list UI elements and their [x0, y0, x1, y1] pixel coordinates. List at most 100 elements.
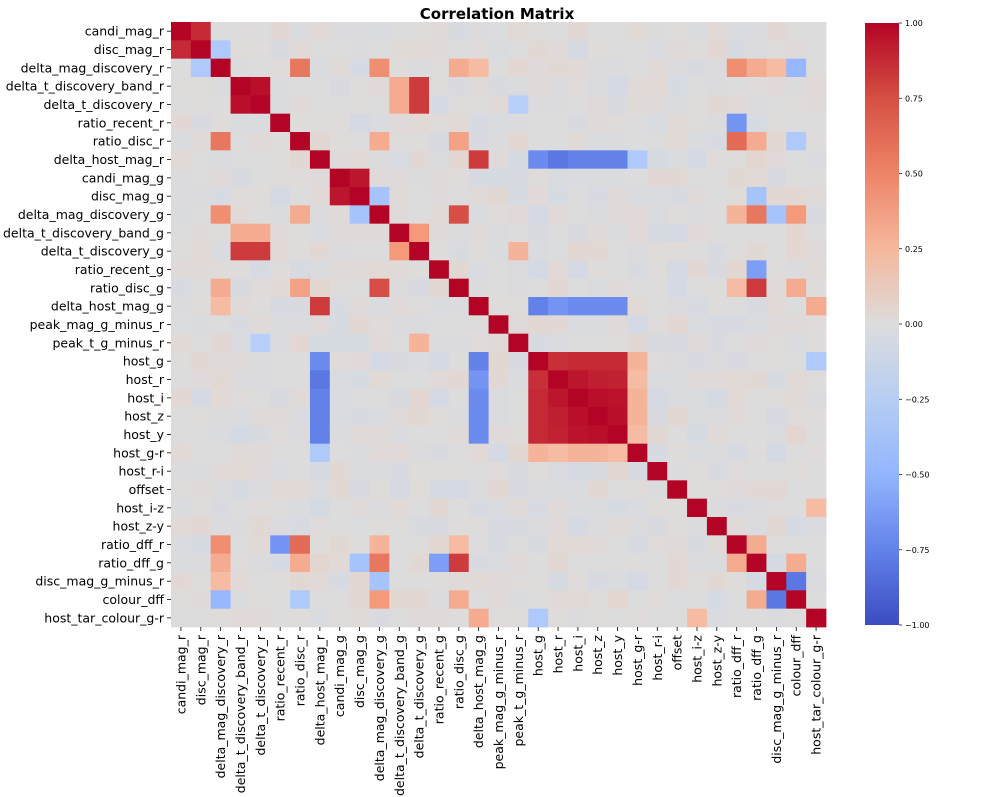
heatmap-cell: [369, 22, 390, 41]
heatmap-cell: [687, 553, 708, 573]
heatmap-cell: [448, 95, 470, 115]
heatmap-cell: [389, 187, 410, 206]
heatmap-cell: [429, 407, 450, 426]
heatmap-cell: [290, 150, 311, 170]
heatmap-cell: [706, 205, 728, 225]
heatmap-cell: [726, 590, 748, 610]
x-tick-label: candi_mag_g: [332, 635, 347, 717]
heatmap-cell: [448, 187, 470, 206]
heatmap-cell: [171, 278, 192, 298]
heatmap-cell: [587, 22, 609, 41]
heatmap-cell: [230, 517, 251, 536]
heatmap-cell: [508, 535, 529, 555]
heatmap-cell: [409, 553, 430, 573]
heatmap-cell: [508, 443, 529, 463]
heatmap-cell: [508, 168, 529, 188]
heatmap-cell: [448, 443, 470, 463]
heatmap-cell: [290, 370, 311, 390]
y-tick-label: colour_dff: [103, 592, 165, 607]
heatmap-cell: [349, 22, 370, 41]
heatmap-cell: [230, 77, 251, 96]
colorbar-tick-label: −0.75: [905, 546, 930, 555]
heatmap-cell: [290, 205, 311, 225]
heatmap-cell: [429, 278, 450, 298]
heatmap-cell: [171, 443, 192, 463]
heatmap-cell: [607, 553, 628, 573]
heatmap-cell: [389, 535, 410, 555]
heatmap-cell: [190, 22, 212, 41]
heatmap-cell: [210, 352, 231, 371]
heatmap-cell: [448, 462, 470, 481]
heatmap-cell: [389, 260, 410, 280]
heatmap-cell: [806, 260, 827, 280]
heatmap-cell: [210, 223, 231, 243]
heatmap-cell: [210, 132, 231, 151]
y-tick-label: host_y: [123, 427, 164, 442]
heatmap-cell: [389, 590, 410, 610]
heatmap-cell: [726, 223, 748, 243]
heatmap-cell: [647, 517, 668, 536]
heatmap-cell: [230, 608, 251, 628]
heatmap-cell: [806, 278, 827, 298]
heatmap-cell: [687, 608, 708, 628]
heatmap-cell: [389, 608, 410, 628]
heatmap-cell: [706, 113, 728, 133]
y-tick-label: host_z: [124, 409, 164, 424]
heatmap-cell: [548, 22, 569, 41]
heatmap-cell: [290, 480, 311, 500]
heatmap-cell: [766, 150, 787, 170]
heatmap-cell: [607, 480, 628, 500]
heatmap-cell: [448, 333, 470, 353]
heatmap-cell: [528, 407, 549, 426]
heatmap-cell: [766, 40, 787, 60]
heatmap-cell: [488, 260, 509, 280]
heatmap-cell: [726, 572, 748, 591]
heatmap-cell: [806, 590, 827, 610]
heatmap-cell: [250, 77, 271, 96]
heatmap-cell: [766, 168, 787, 188]
heatmap-cell: [369, 278, 390, 298]
heatmap-cell: [627, 150, 648, 170]
heatmap-cell: [726, 425, 748, 445]
heatmap-cell: [210, 242, 231, 261]
heatmap-cell: [270, 352, 291, 371]
heatmap-cell: [508, 370, 529, 390]
heatmap-cell: [210, 443, 231, 463]
heatmap-cell: [508, 425, 529, 445]
heatmap-cell: [508, 205, 529, 225]
y-tick-label: candi_mag_r: [85, 24, 165, 39]
heatmap-cell: [329, 40, 351, 60]
heatmap-cell: [309, 370, 331, 390]
heatmap-cell: [389, 40, 410, 60]
x-tick-label: delta_t_discovery_r: [253, 634, 268, 755]
heatmap-cell: [290, 260, 311, 280]
heatmap-cell: [171, 315, 192, 335]
heatmap-cell: [349, 168, 370, 188]
heatmap-cell: [647, 187, 668, 206]
heatmap-cell: [786, 407, 807, 426]
y-tick-label: delta_t_discovery_g: [41, 244, 164, 259]
heatmap-cell: [369, 187, 390, 206]
heatmap-cell: [726, 407, 748, 426]
heatmap-cell: [627, 260, 648, 280]
heatmap-cell: [627, 223, 648, 243]
heatmap-cell: [468, 150, 489, 170]
heatmap-cell: [468, 388, 489, 408]
heatmap-cell: [409, 187, 430, 206]
heatmap-cell: [766, 22, 787, 41]
heatmap-cell: [409, 77, 430, 96]
heatmap-cell: [587, 498, 609, 518]
heatmap-cell: [369, 40, 390, 60]
heatmap-cell: [567, 315, 589, 335]
heatmap-cell: [607, 352, 628, 371]
heatmap-cell: [647, 333, 668, 353]
heatmap-cell: [607, 443, 628, 463]
heatmap-cell: [448, 77, 470, 96]
heatmap-cell: [468, 443, 489, 463]
heatmap-cell: [508, 40, 529, 60]
heatmap-cell: [806, 553, 827, 573]
heatmap-cell: [329, 333, 351, 353]
heatmap-cell: [329, 425, 351, 445]
heatmap-cell: [210, 370, 231, 390]
heatmap-cell: [548, 517, 569, 536]
